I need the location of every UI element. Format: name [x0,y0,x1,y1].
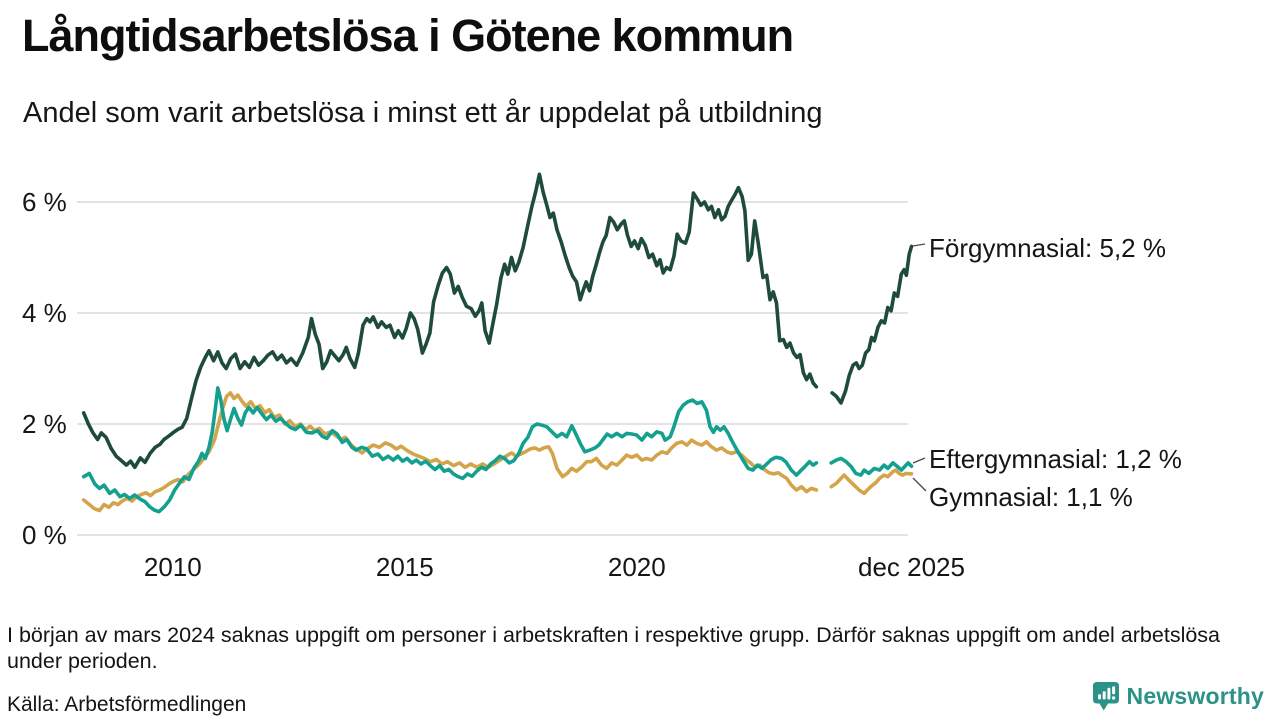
page-title: Långtidsarbetslösa i Götene kommun [22,10,794,61]
series-line-förgymnasial [830,244,914,405]
newsworthy-wordmark: Newsworthy [1126,683,1264,709]
y-tick-label: 6 % [22,187,67,217]
series-end-label-gymnasial: Gymnasial: 1,1 % [929,482,1133,512]
newsworthy-logo: Newsworthy [1092,681,1264,712]
series-line-eftergymnasial [81,386,819,514]
annotation-connector [912,457,926,464]
series-end-label-eftergymnasial: Eftergymnasial: 1,2 % [929,444,1182,474]
x-tick-label: 2010 [144,552,202,582]
newsworthy-pin-icon [1092,681,1120,712]
y-tick-label: 2 % [22,409,67,439]
series-line-gymnasial [829,468,914,496]
annotation-connector [912,477,927,492]
series-line-eftergymnasial [829,456,914,477]
x-tick-label: 2020 [608,552,666,582]
y-tick-label: 4 % [22,298,67,328]
annotation-connector [912,243,926,247]
y-tick-label: 0 % [22,520,67,550]
chart-footnote: I början av mars 2024 saknas uppgift om … [7,623,1221,673]
series-line-gymnasial [81,391,819,513]
series-line-förgymnasial [81,172,819,470]
page-subtitle: Andel som varit arbetslösa i minst ett å… [23,97,823,129]
x-tick-label: dec 2025 [858,552,965,582]
series-end-label-förgymnasial: Förgymnasial: 5,2 % [929,233,1166,263]
x-tick-label: 2015 [376,552,434,582]
source-label: Källa: Arbetsförmedlingen [7,693,247,716]
